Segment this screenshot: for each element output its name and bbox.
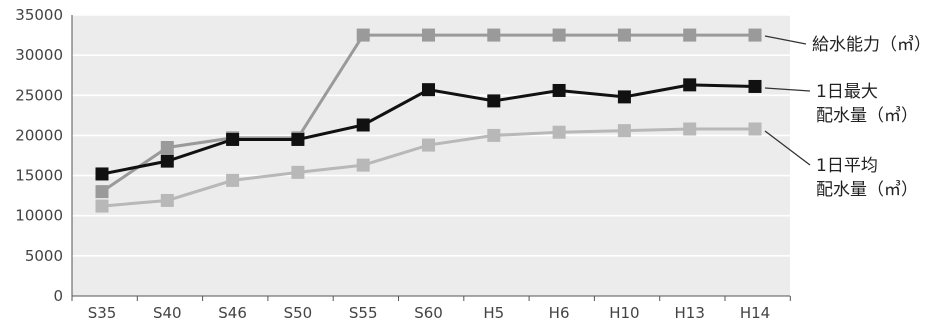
x-tick-label: S55 <box>349 304 378 322</box>
data-point <box>748 28 762 42</box>
plot-background <box>72 15 790 296</box>
data-point <box>748 79 762 93</box>
x-tick-label: S60 <box>414 304 443 322</box>
x-tick-label: H14 <box>740 304 770 322</box>
y-tick-label: 10000 <box>15 207 63 225</box>
grid-lines <box>72 14 790 257</box>
data-point <box>291 165 305 179</box>
data-point <box>487 28 501 42</box>
data-point <box>160 140 174 154</box>
y-tick-label: 20000 <box>15 126 63 144</box>
data-point <box>617 28 631 42</box>
x-tick-label: H10 <box>609 304 639 322</box>
data-point <box>291 132 305 146</box>
axes <box>71 15 790 297</box>
x-tick-label: S35 <box>88 304 117 322</box>
y-tick-label: 25000 <box>15 86 63 104</box>
x-tick-label: H5 <box>483 304 504 322</box>
x-tick-label: S50 <box>284 304 313 322</box>
data-point <box>422 28 435 42</box>
series-label: 給水能力（㎥） <box>812 35 931 55</box>
y-tick-label: 5000 <box>25 247 63 265</box>
data-point <box>95 199 109 213</box>
y-tick-label: 30000 <box>15 46 63 64</box>
series-label: 配水量（㎥） <box>816 180 918 200</box>
data-point <box>422 83 435 97</box>
data-point <box>95 185 109 199</box>
data-point <box>226 132 240 146</box>
data-point <box>552 28 566 42</box>
data-point <box>683 78 697 92</box>
data-point <box>617 90 631 104</box>
series-label: 1日最大 <box>816 82 878 102</box>
y-tick-label: 0 <box>53 287 63 305</box>
x-tick-label: H6 <box>549 304 570 322</box>
data-point <box>617 124 631 138</box>
y-tick-label: 35000 <box>15 6 63 24</box>
data-point <box>683 122 697 136</box>
data-point <box>487 94 501 108</box>
data-point <box>160 154 174 168</box>
y-tick-labels: 0 5000 10000 15000 20000 25000 30000 35000 <box>15 6 63 305</box>
data-point <box>487 128 501 142</box>
data-point <box>95 167 109 181</box>
data-point <box>552 83 566 97</box>
data-point <box>160 193 174 207</box>
series-3 <box>95 122 762 213</box>
leader-line <box>764 35 807 45</box>
data-point <box>748 122 762 136</box>
y-tick-label: 15000 <box>15 167 63 185</box>
data-point <box>422 138 435 152</box>
data-point <box>356 118 370 132</box>
data-point <box>356 158 370 172</box>
series-layer <box>95 28 762 213</box>
x-tick-label: S46 <box>218 304 247 322</box>
leader-line <box>764 130 811 166</box>
data-point <box>552 125 566 139</box>
series-label: 配水量（㎥） <box>816 106 918 126</box>
series-2 <box>95 78 762 181</box>
x-tick-label: S40 <box>153 304 182 322</box>
series-label: 1日平均 <box>816 156 878 176</box>
data-point <box>356 28 370 42</box>
x-tick-label: H13 <box>675 304 705 322</box>
leader-line <box>764 87 811 92</box>
data-point <box>226 173 240 187</box>
x-tick-labels: S35 S40 S46 S50 S55 S60 H5 H6 H10 H13 H14 <box>71 296 791 322</box>
data-point <box>683 28 697 42</box>
